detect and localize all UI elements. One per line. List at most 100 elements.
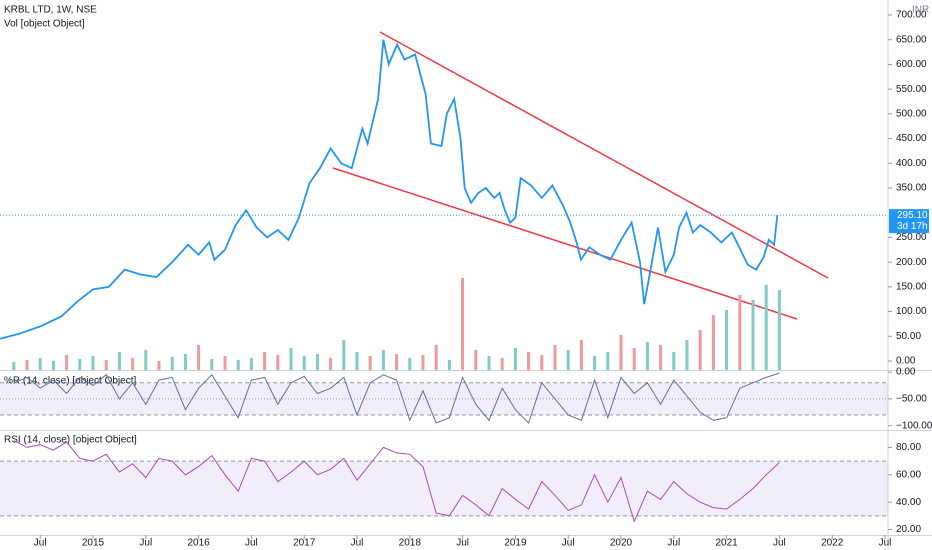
- volume-bar: [65, 355, 69, 370]
- volume-bar: [170, 357, 174, 370]
- volume-bar: [263, 352, 267, 370]
- y-tick-label: −100.00: [896, 420, 932, 431]
- x-tick-label: Jul: [562, 538, 575, 549]
- volume-bar: [619, 335, 623, 370]
- y-tick-label: −50.00: [896, 394, 927, 405]
- volume-bar: [685, 340, 689, 370]
- x-tick-label: 2016: [187, 538, 210, 549]
- x-tick-label: 2019: [504, 538, 527, 549]
- volume-bar: [210, 359, 214, 370]
- volume-bar: [672, 352, 676, 370]
- volume-bar: [474, 350, 478, 370]
- volume-bar: [725, 310, 729, 370]
- x-tick-label: 2018: [399, 538, 422, 549]
- volume-bar: [513, 348, 517, 370]
- volume-bar: [38, 358, 42, 370]
- volume-bar: [764, 285, 768, 370]
- volume-bar: [236, 360, 240, 370]
- y-tick-label: 700.00: [896, 10, 927, 21]
- volume-bar: [355, 352, 359, 370]
- pane-title: RSI (14, close) [object Object]: [4, 435, 137, 446]
- y-tick-label: 450.00: [896, 133, 927, 144]
- y-tick-label: 200.00: [896, 257, 927, 268]
- volume-bar: [329, 358, 333, 370]
- volume-bar: [302, 356, 306, 370]
- y-tick-label: 400.00: [896, 158, 927, 169]
- volume-bar: [78, 359, 82, 370]
- trend-line: [379, 31, 829, 279]
- volume-bar: [289, 348, 293, 370]
- volume-bar: [606, 352, 610, 370]
- volume-bar: [461, 278, 465, 370]
- y-tick-label: 250.00: [896, 232, 927, 243]
- pane-title: %R (14, close) [object Object]: [4, 376, 136, 387]
- x-tick-label: 2022: [821, 538, 844, 549]
- x-tick-label: Jul: [667, 538, 680, 549]
- volume-bar: [183, 354, 187, 370]
- volume-bar: [434, 345, 438, 370]
- volume-bar: [698, 330, 702, 370]
- x-tick-label: 2020: [610, 538, 633, 549]
- x-tick-label: 2021: [715, 538, 738, 549]
- volume-bar: [738, 295, 742, 370]
- pane-title: KRBL LTD, 1W, NSE: [4, 5, 97, 16]
- last-price-box: [889, 209, 929, 234]
- volume-bar: [593, 356, 597, 370]
- currency-label: INR: [912, 5, 929, 16]
- volume-bar: [487, 356, 491, 370]
- volume-bar: [408, 358, 412, 370]
- line-series: [13, 440, 780, 523]
- y-tick-label: 600.00: [896, 59, 927, 70]
- x-tick-label: Jul: [879, 538, 892, 549]
- volume-bar: [777, 290, 781, 370]
- volume-bar: [104, 360, 108, 370]
- x-tick-label: Jul: [773, 538, 786, 549]
- volume-bar: [315, 354, 319, 370]
- y-tick-label: 650.00: [896, 34, 927, 45]
- y-tick-label: 350.00: [896, 183, 927, 194]
- x-tick-label: 2015: [82, 538, 105, 549]
- volume-bar: [527, 352, 531, 370]
- y-tick-label: 0.00: [896, 356, 916, 367]
- x-tick-label: Jul: [139, 538, 152, 549]
- volume-bar: [276, 355, 280, 370]
- volume-bar: [91, 356, 95, 370]
- y-tick-label: 100.00: [896, 306, 927, 317]
- y-tick-label: 550.00: [896, 84, 927, 95]
- pane-title: Vol [object Object]: [4, 19, 85, 30]
- x-tick-label: Jul: [245, 538, 258, 549]
- volume-bar: [381, 350, 385, 370]
- volume-bar: [659, 345, 663, 370]
- volume-bar: [157, 361, 161, 370]
- volume-bar: [632, 348, 636, 370]
- y-tick-label: 0.00: [896, 367, 916, 378]
- y-tick-label: 80.00: [896, 442, 921, 453]
- volume-bar: [421, 355, 425, 370]
- y-tick-label: 150.00: [896, 281, 927, 292]
- volume-bar: [223, 356, 227, 370]
- x-tick-label: Jul: [34, 538, 47, 549]
- volume-bar: [117, 352, 121, 370]
- volume-bar: [368, 356, 372, 370]
- volume-bar: [447, 360, 451, 370]
- line-series: [0, 39, 779, 340]
- volume-bar: [342, 340, 346, 370]
- x-tick-label: 2017: [293, 538, 316, 549]
- volume-bar: [645, 342, 649, 370]
- band: [0, 461, 888, 516]
- volume-bar: [500, 358, 504, 370]
- volume-bar: [395, 354, 399, 370]
- y-tick-label: 40.00: [896, 497, 921, 508]
- x-tick-label: Jul: [456, 538, 469, 549]
- y-tick-label: 50.00: [896, 331, 921, 342]
- volume-bar: [131, 358, 135, 370]
- volume-bar: [553, 345, 557, 370]
- volume-bar: [566, 350, 570, 370]
- volume-bar: [751, 300, 755, 370]
- volume-bar: [579, 340, 583, 370]
- volume-bar: [540, 355, 544, 370]
- y-tick-label: 20.00: [896, 524, 921, 535]
- volume-bar: [144, 350, 148, 370]
